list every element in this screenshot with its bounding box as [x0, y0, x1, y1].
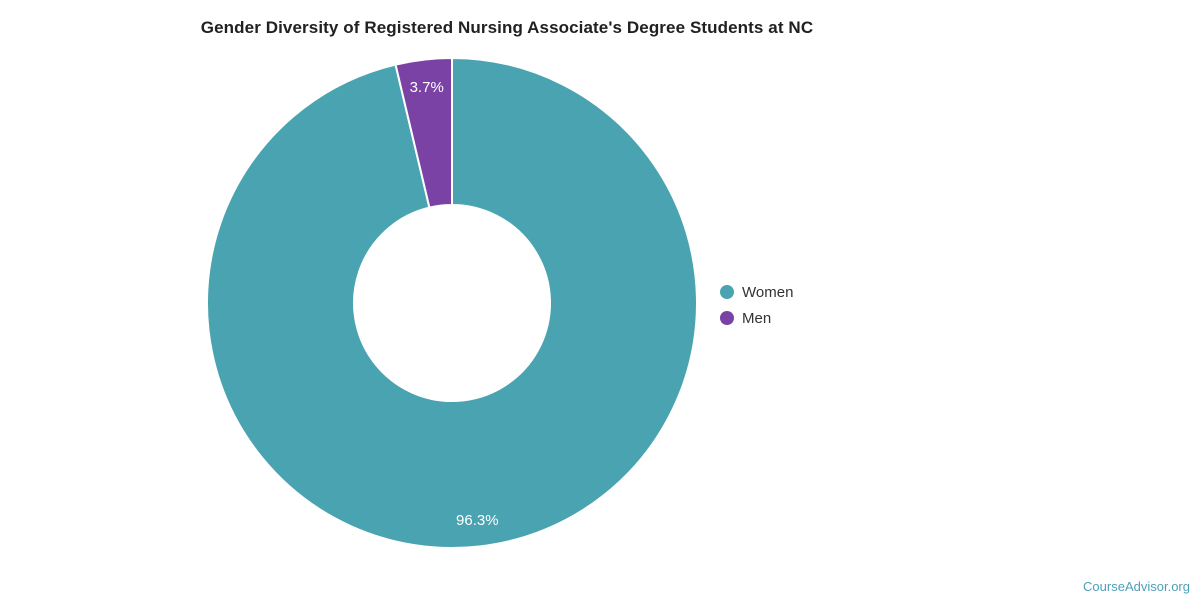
pie-slice-women[interactable] — [206, 57, 698, 549]
legend: Women Men — [720, 279, 793, 331]
legend-item-label: Men — [742, 309, 772, 327]
chart-title: Gender Diversity of Registered Nursing A… — [200, 18, 814, 37]
legend-marker-icon — [720, 311, 734, 325]
pie-slice-men[interactable] — [394, 57, 453, 209]
legend-item-men[interactable]: Men — [720, 305, 793, 331]
legend-item-label: Women — [742, 283, 794, 301]
credit-link[interactable]: CourseAdvisor.org — [1083, 579, 1190, 594]
legend-marker-icon — [720, 285, 734, 299]
legend-item-women[interactable]: Women — [720, 279, 793, 305]
